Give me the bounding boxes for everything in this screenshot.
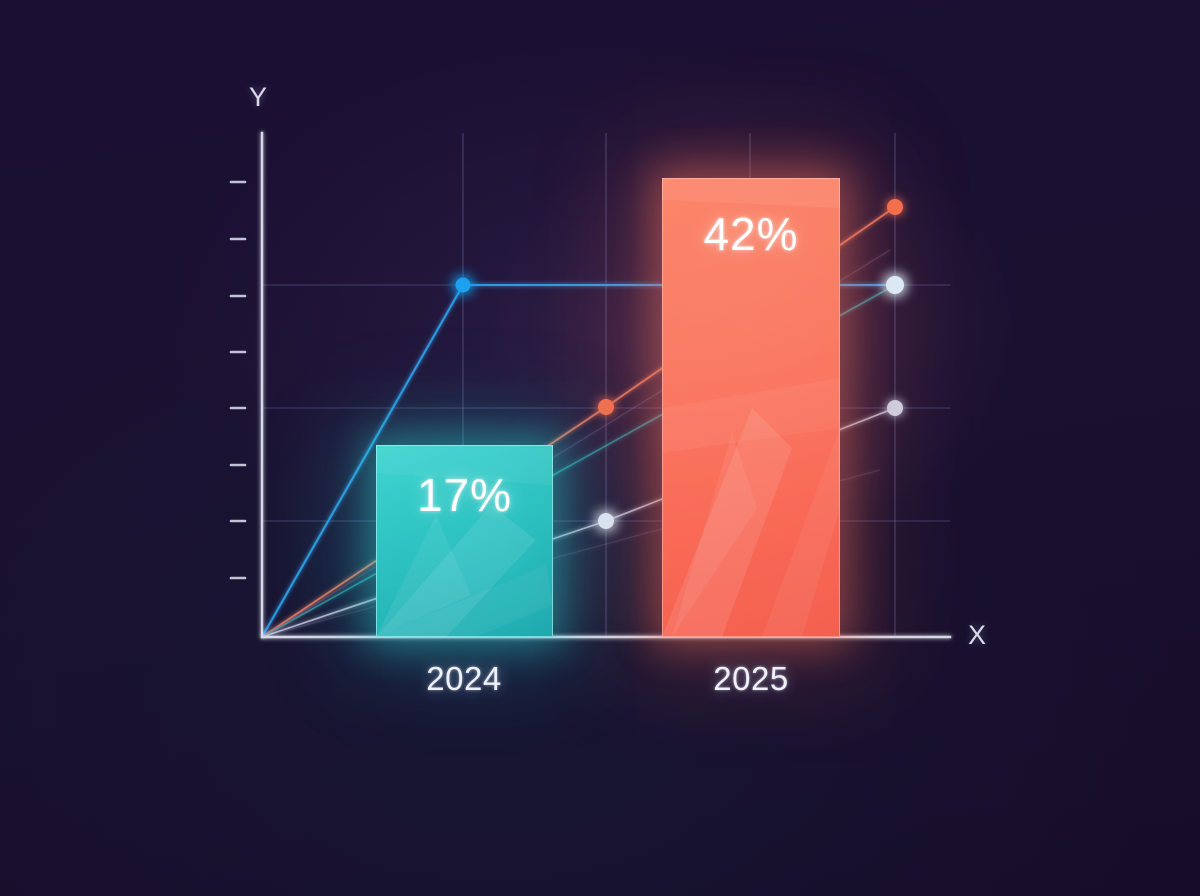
x-axis-label: X: [968, 620, 987, 650]
axis-lines: [260, 131, 952, 639]
node-orange-right: [887, 199, 903, 215]
bar-2024-facets: [376, 445, 553, 637]
bar-2025-facets: [662, 178, 840, 637]
bar-2024[interactable]: [376, 445, 553, 637]
node-white: [598, 513, 614, 529]
node-blue: [455, 277, 471, 293]
node-orange: [598, 399, 614, 415]
y-axis-ticks: [229, 180, 247, 580]
category-label-2024: 2024: [426, 660, 502, 697]
category-label-2025: 2025: [713, 660, 789, 697]
y-axis-label: Y: [249, 82, 268, 112]
node-grey-right: [887, 400, 903, 416]
node-cyan-right: [886, 276, 904, 294]
data-node-markers: [455, 199, 904, 529]
bar-value-2025: 42%: [703, 208, 799, 260]
bar-value-2024: 17%: [416, 469, 513, 521]
bar-2025[interactable]: [662, 178, 840, 637]
